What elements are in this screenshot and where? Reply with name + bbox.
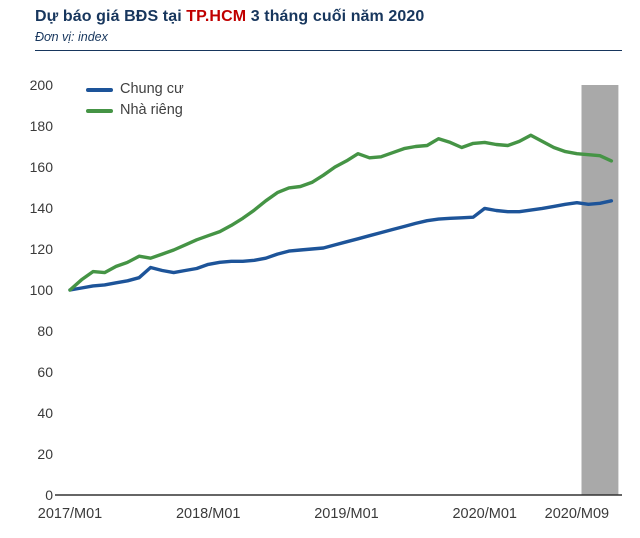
legend-label-nha-rieng: Nhà riêng xyxy=(120,102,183,118)
chart-title-highlight: TP.HCM xyxy=(186,8,247,25)
y-tick-label: 0 xyxy=(45,487,53,503)
y-tick-label: 80 xyxy=(37,323,53,339)
x-axis-labels: 2017/M01 2018/M01 2019/M01 2020/M01 2020/M09 xyxy=(0,506,640,530)
y-tick-label: 120 xyxy=(29,241,53,257)
chart-unit-label: Đơn vị: index xyxy=(35,30,108,44)
y-tick-label: 160 xyxy=(29,159,53,175)
legend-label-chung-cu: Chung cư xyxy=(120,81,184,97)
chart-title-suffix: 3 tháng cuối năm 2020 xyxy=(246,8,425,25)
y-tick-label: 100 xyxy=(29,282,53,298)
y-tick-label: 60 xyxy=(37,364,53,380)
legend-swatch-nha-rieng xyxy=(86,108,113,113)
series-line-nha-rieng xyxy=(68,133,614,292)
x-tick-label: 2020/M01 xyxy=(452,506,517,522)
y-tick-label: 140 xyxy=(29,200,53,216)
y-tick-label: 20 xyxy=(37,446,53,462)
x-tick-label: 2020/M09 xyxy=(544,506,610,522)
chart-title: Dự báo giá BĐS tại TP.HCM 3 tháng cuối n… xyxy=(35,8,424,26)
y-tick-label: 180 xyxy=(29,118,53,134)
chart-title-prefix: Dự báo giá BĐS tại xyxy=(35,8,187,25)
legend: Chung cư Nhà riêng xyxy=(86,79,184,121)
x-tick-label: 2019/M01 xyxy=(314,506,379,522)
header-divider xyxy=(35,50,622,51)
forecast-band xyxy=(581,85,619,495)
legend-swatch-chung-cu xyxy=(86,87,113,92)
y-axis-labels: 0 20 40 60 80 100 120 140 160 180 200 xyxy=(0,0,53,538)
series-line-chung-cu xyxy=(68,199,614,292)
legend-item-nha-rieng: Nhà riêng xyxy=(86,100,184,121)
legend-item-chung-cu: Chung cư xyxy=(86,79,184,100)
x-tick-label: 2017/M01 xyxy=(37,506,103,522)
x-tick-label: 2018/M01 xyxy=(175,506,241,522)
y-tick-label: 200 xyxy=(29,77,53,93)
y-tick-label: 40 xyxy=(37,405,53,421)
